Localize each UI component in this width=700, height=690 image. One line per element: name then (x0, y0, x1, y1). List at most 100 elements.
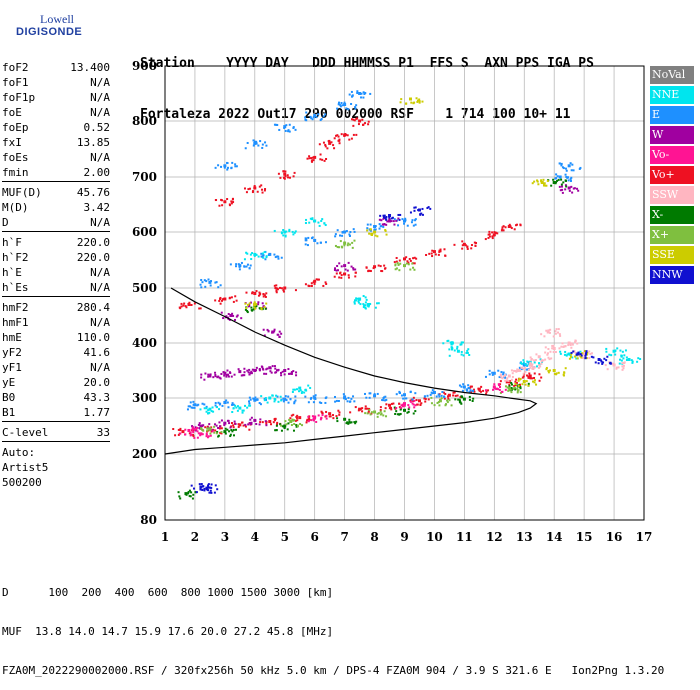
echo-dot (538, 362, 541, 365)
echo-dot (207, 435, 210, 438)
echo-dot (351, 118, 354, 121)
echo-dot (514, 388, 517, 391)
echo-dot (217, 401, 220, 404)
echo-dot (399, 406, 402, 409)
echo-dot (252, 308, 255, 311)
echo-dot (264, 141, 267, 144)
param-name: hmF2 (2, 301, 29, 314)
echo-dot (323, 159, 326, 162)
echo-dot (484, 238, 487, 241)
echo-dot (533, 366, 536, 369)
echo-dot (270, 423, 273, 426)
echo-dot (487, 389, 490, 392)
echo-dot (240, 317, 243, 320)
echo-dot (214, 404, 217, 407)
param-value: N/A (90, 151, 110, 164)
echo-dot (448, 348, 451, 351)
echo-dot (234, 422, 237, 425)
legend-item-w: W (650, 126, 694, 144)
echo-dot (313, 282, 316, 285)
echo-dot (378, 218, 381, 221)
echo-dot (219, 296, 222, 299)
echo-dot (258, 291, 261, 294)
echo-dot (438, 250, 441, 253)
echo-dot (259, 418, 262, 421)
data-point (328, 412, 332, 416)
echo-dot (219, 425, 222, 428)
echo-dot (450, 346, 453, 349)
echo-dot (535, 365, 538, 368)
echo-dot (290, 371, 293, 374)
echo-dot (279, 395, 282, 398)
param-name: h`F2 (2, 251, 29, 264)
echo-dot (367, 305, 370, 308)
echo-dot (182, 304, 185, 307)
echo-dot (313, 239, 316, 242)
param-value: N/A (90, 281, 110, 294)
echo-dot (210, 430, 213, 433)
echo-dot (542, 178, 545, 181)
echo-dot (522, 367, 525, 370)
logo-line2: DIGISONDE (16, 26, 83, 38)
echo-dot (374, 234, 377, 237)
echo-dot (227, 406, 230, 409)
echo-dot (398, 392, 401, 395)
echo-dot (557, 371, 560, 374)
echo-dot (188, 495, 191, 498)
echo-dot (529, 361, 532, 364)
echo-dot (356, 297, 359, 300)
echo-dot (214, 371, 217, 374)
data-point (238, 423, 242, 427)
echo-dot (370, 411, 373, 414)
echo-dot (264, 188, 267, 191)
echo-dot (605, 347, 608, 350)
echo-dot (395, 260, 398, 263)
echo-dot (466, 389, 469, 392)
echo-dot (570, 346, 573, 349)
echo-dot (246, 141, 249, 144)
echo-dot (522, 375, 525, 378)
echo-dot (639, 358, 642, 361)
param-name: h`F (2, 236, 22, 249)
echo-dot (356, 91, 359, 94)
chart-profile (164, 287, 538, 455)
param-name: foF1p (2, 91, 36, 104)
echo-dot (287, 130, 290, 133)
echo-dot (331, 414, 334, 417)
echo-dot (362, 91, 365, 94)
data-point (373, 410, 377, 414)
data-point (462, 242, 466, 246)
data-point (298, 416, 302, 420)
echo-dot (298, 390, 301, 393)
x-tick-label: 7 (340, 530, 348, 544)
echo-dot (431, 389, 434, 392)
param-name: yF2 (2, 346, 22, 359)
echo-dot (223, 421, 226, 424)
data-point (388, 403, 392, 407)
data-point (567, 352, 571, 356)
echo-dot (220, 165, 223, 168)
echo-dot (385, 215, 388, 218)
echo-dot (307, 284, 310, 287)
echo-dot (504, 374, 507, 377)
echo-dot (547, 329, 550, 332)
echo-dot (444, 404, 447, 407)
echo-dot (217, 164, 220, 167)
echo-dot (320, 416, 323, 419)
echo-dot (563, 371, 566, 374)
echo-dot (621, 368, 624, 371)
echo-dot (354, 106, 357, 109)
echo-dot (531, 182, 534, 185)
echo-dot (292, 175, 295, 178)
echo-dot (245, 291, 248, 294)
echo-dot (560, 345, 563, 348)
echo-dot (192, 435, 195, 438)
x-tick-label: 3 (221, 530, 229, 544)
echo-dot (206, 429, 209, 432)
echo-dot (292, 388, 295, 391)
echo-dot (333, 137, 336, 140)
echo-dot (192, 400, 195, 403)
echo-dot (206, 436, 209, 439)
echo-dot (242, 424, 245, 427)
echo-dot (265, 372, 268, 375)
